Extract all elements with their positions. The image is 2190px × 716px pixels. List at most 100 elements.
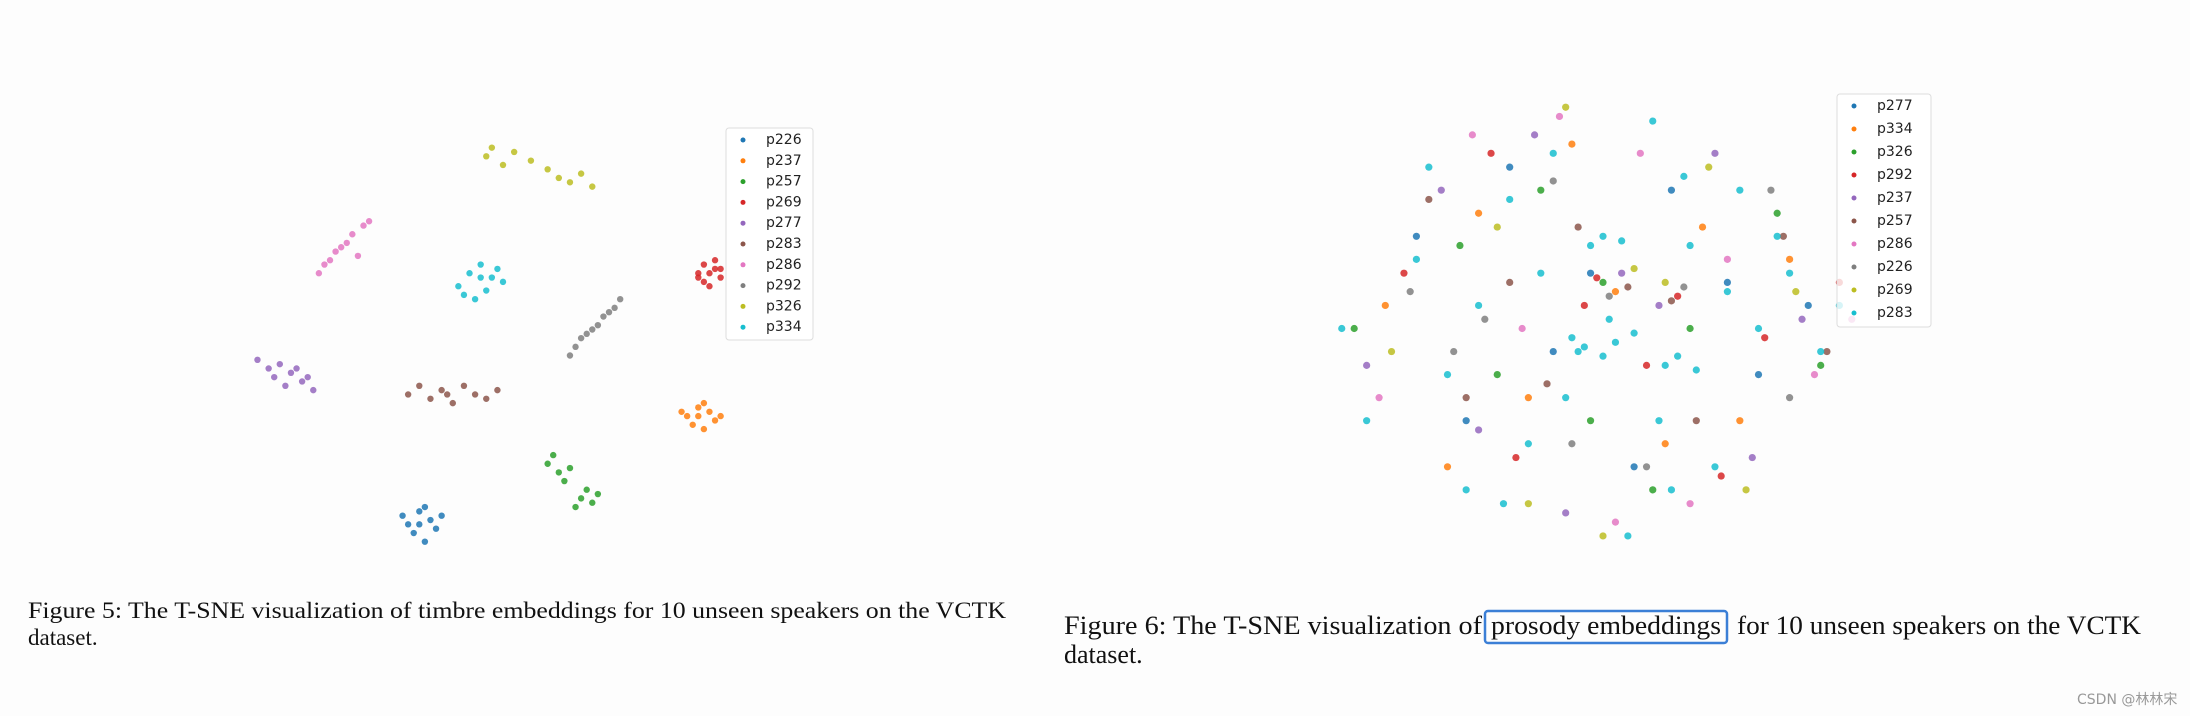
scatter-point bbox=[689, 421, 696, 428]
scatter-point bbox=[1798, 315, 1806, 323]
legend-marker bbox=[1851, 218, 1857, 224]
scatter-point bbox=[1387, 347, 1396, 356]
legend-marker bbox=[740, 303, 746, 309]
scatter-point bbox=[706, 283, 713, 290]
scatter-point bbox=[304, 373, 311, 381]
scatter-point bbox=[499, 278, 507, 286]
caption-line: Figure 6: The T-SNE visualization of bbox=[1064, 611, 1482, 640]
scatter-point bbox=[1586, 269, 1595, 277]
scatter-point bbox=[1804, 301, 1812, 310]
scatter-point bbox=[1810, 371, 1819, 379]
legend-marker bbox=[1851, 264, 1857, 270]
scatter-point bbox=[466, 270, 473, 277]
scatter-point bbox=[460, 382, 468, 389]
scatter-point bbox=[1568, 334, 1576, 342]
scatter-point bbox=[494, 386, 501, 394]
legend-marker bbox=[740, 199, 746, 205]
legend-marker bbox=[740, 262, 746, 268]
scatter-point bbox=[265, 365, 272, 372]
scatter-point bbox=[321, 261, 328, 268]
scatter-point bbox=[1630, 329, 1638, 337]
scatter-point bbox=[1475, 209, 1483, 217]
scatter-point bbox=[1562, 103, 1570, 111]
scatter-point bbox=[477, 274, 484, 281]
scatter-point bbox=[1400, 269, 1408, 277]
scatter-point bbox=[711, 417, 719, 424]
scatter-point bbox=[1537, 186, 1545, 194]
scatter-point bbox=[1705, 163, 1713, 171]
scatter-point bbox=[1524, 394, 1532, 402]
legend-label: p283 bbox=[766, 236, 802, 252]
scatter-point bbox=[577, 495, 585, 502]
scatter-point bbox=[1593, 274, 1601, 282]
caption-line: dataset. bbox=[28, 625, 98, 650]
scatter-point bbox=[1586, 241, 1595, 250]
scatter-point bbox=[1748, 453, 1756, 462]
scatter-point bbox=[1475, 301, 1483, 310]
scatter-point bbox=[711, 265, 719, 273]
scatter-point bbox=[1363, 417, 1371, 425]
legend-label: p269 bbox=[1877, 282, 1913, 298]
scatter-point bbox=[1555, 112, 1564, 121]
scatter-point bbox=[1642, 463, 1651, 471]
legend-box bbox=[725, 127, 814, 341]
scatter-point bbox=[1736, 186, 1744, 194]
scatter-point bbox=[1599, 352, 1607, 360]
scatter-point bbox=[1686, 324, 1694, 333]
scatter-point bbox=[298, 378, 306, 385]
legend-marker bbox=[1851, 287, 1857, 293]
scatter-point bbox=[544, 166, 551, 173]
scatter-point bbox=[1524, 440, 1532, 448]
scatter-point bbox=[717, 274, 724, 281]
legend-label: p226 bbox=[1877, 259, 1913, 275]
legend-marker bbox=[740, 137, 746, 143]
caption-line: Figure 5: The T-SNE visualization of tim… bbox=[28, 598, 1006, 623]
scatter-point bbox=[1443, 371, 1452, 379]
scatter-point bbox=[310, 386, 317, 394]
scatter-point bbox=[695, 404, 702, 411]
legend-label: p283 bbox=[1877, 305, 1913, 321]
scatter-point bbox=[1767, 186, 1775, 194]
scatter-point bbox=[455, 283, 462, 290]
scatter-point bbox=[438, 512, 445, 519]
scatter-point bbox=[1773, 232, 1781, 240]
scatter-point bbox=[477, 261, 484, 268]
scatter-point bbox=[555, 174, 562, 182]
scatter-point bbox=[483, 287, 490, 294]
scatter-point bbox=[1543, 380, 1551, 388]
scatter-point bbox=[449, 399, 456, 407]
scatter-point bbox=[1568, 140, 1576, 148]
scatter-point bbox=[365, 218, 373, 225]
scatter-point bbox=[1599, 232, 1607, 240]
scatter-point bbox=[1711, 149, 1719, 157]
scatter-point bbox=[1493, 223, 1501, 231]
scatter-point bbox=[594, 321, 602, 329]
scatter-point bbox=[416, 521, 423, 528]
scatter-point bbox=[1649, 486, 1657, 494]
scatter-point bbox=[572, 343, 579, 351]
scatter-point bbox=[1723, 255, 1731, 263]
scatter-point bbox=[483, 153, 490, 160]
scatter-point bbox=[332, 248, 339, 255]
scatter-point bbox=[1674, 292, 1682, 300]
scatter-point bbox=[1381, 301, 1389, 310]
scatter-point bbox=[616, 296, 624, 303]
scatter-point bbox=[1823, 347, 1831, 356]
scatter-point bbox=[527, 157, 535, 164]
highlighted-text: prosody embeddings bbox=[1491, 611, 1721, 640]
scatter-point bbox=[1468, 131, 1476, 139]
scatter-point bbox=[399, 512, 406, 519]
scatter-point bbox=[1443, 463, 1452, 471]
scatter-point bbox=[1649, 117, 1657, 125]
legend-label: p334 bbox=[1877, 121, 1913, 137]
scatter-point bbox=[427, 516, 434, 524]
scatter-point bbox=[1636, 149, 1644, 157]
scatter-point bbox=[1456, 241, 1464, 250]
scatter-point bbox=[354, 252, 362, 260]
scatter-point bbox=[282, 382, 289, 389]
scatter-point bbox=[605, 308, 613, 316]
scatter-point bbox=[343, 239, 350, 247]
scatter-point bbox=[1786, 269, 1794, 277]
scatter-point bbox=[1817, 361, 1825, 369]
